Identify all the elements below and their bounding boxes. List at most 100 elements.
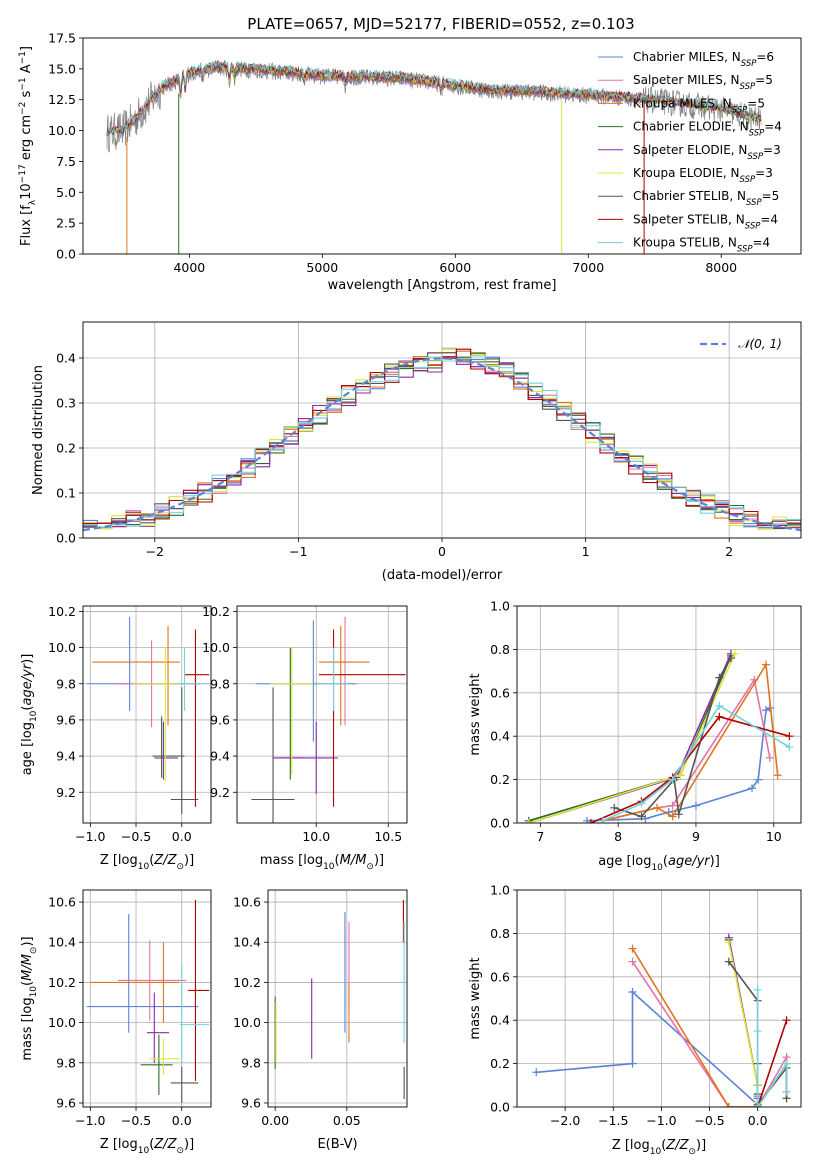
- x-axis-label: Z [log10(Z/Z⊙)]: [100, 1137, 194, 1156]
- age-vs-mass-panel: 10.0 10.5 9.2 9.4 9.6 9.8 10.0 10.2 mass [log10(…: [202, 604, 408, 872]
- label-part: −17: [18, 164, 28, 183]
- weight-marker: [532, 1068, 541, 1077]
- label-part: ⊙: [366, 862, 374, 872]
- label-part: −1: [18, 77, 28, 90]
- label-part: )]: [184, 853, 194, 868]
- x-tick-label: −0.5: [121, 829, 151, 844]
- axes-frame: [82, 37, 802, 255]
- weight-marker: [753, 985, 762, 994]
- y-tick-label: 0.3: [56, 396, 76, 411]
- histograms: [83, 347, 801, 532]
- x-tick-label: −1: [289, 544, 307, 559]
- label-part: M/M: [340, 853, 367, 868]
- legend-text: Kroupa STELIB, N: [633, 236, 737, 250]
- y-axis-label: Flux [fλ10−17 erg cm−2 s−1 A−1]: [18, 46, 38, 246]
- label-part: s: [19, 90, 34, 101]
- y-tick-label: 0.6: [490, 969, 510, 984]
- x-tick-label: −1.0: [646, 1113, 676, 1128]
- label-part: (: [661, 1138, 666, 1153]
- x-tick-label: 10: [766, 829, 782, 844]
- label-part: )]: [184, 1137, 194, 1152]
- legend: Chabrier MILES, NSSP=6 Salpeter MILES, N S…: [598, 50, 782, 255]
- weight-marker: [782, 1059, 791, 1068]
- weight-marker: [583, 816, 592, 823]
- legend-entry: Kroupa ELODIE, NSSP=3: [633, 166, 773, 185]
- y-tick-label: 9.6: [56, 712, 76, 727]
- weight-line: [756, 989, 788, 1107]
- y-tick-label: 15.0: [48, 61, 76, 76]
- error-bars: [86, 900, 210, 1103]
- x-tick-label: 5000: [306, 260, 338, 275]
- weight-marker: [715, 712, 724, 721]
- y-tick-label: 0.0: [490, 816, 510, 831]
- label-part: E(B-V): [317, 1137, 357, 1152]
- x-tick-label: 4000: [173, 260, 205, 275]
- weight-line: [528, 653, 736, 823]
- label-part: 10: [650, 1147, 662, 1157]
- x-tick-label: 9: [692, 829, 700, 844]
- weight-marker: [785, 732, 794, 741]
- x-tick-label: −2.0: [550, 1113, 580, 1128]
- weight-marker: [724, 1103, 733, 1107]
- y-tick-label: 10.4: [233, 935, 261, 950]
- y-tick-label: 10.2: [48, 604, 76, 619]
- y-tick-label: 0.4: [56, 351, 76, 366]
- y-axis-label: mass weight: [468, 673, 483, 755]
- label-part: 10: [29, 710, 39, 722]
- y-tick-label: 9.8: [210, 676, 230, 691]
- label-part: mass [log: [20, 997, 35, 1060]
- y-tick-label: 10.2: [202, 604, 230, 619]
- x-tick-label: 10.5: [374, 829, 402, 844]
- y-axis-label: mass weight: [468, 957, 483, 1039]
- y-axis-label: mass [log10(M/M⊙)]: [20, 936, 39, 1060]
- x-tick-label: −2: [146, 544, 164, 559]
- weight-marker: [674, 810, 683, 819]
- legend-entry: 𝒩(0, 1): [738, 337, 782, 351]
- residuals-panel: −2 −1 0 1 2 0.0 0.1 0.2 0.3 0.4 (data-model)/error…: [31, 321, 802, 583]
- error-bars: [274, 900, 405, 1099]
- y-tick-label: 9.6: [210, 712, 230, 727]
- weight-marker: [668, 801, 677, 810]
- legend-subscript: SSP: [732, 105, 748, 115]
- label-part: Z [log: [612, 1138, 650, 1153]
- weight-marker: [598, 816, 607, 823]
- weight-marker: [668, 812, 677, 821]
- axes-frame: [82, 321, 802, 539]
- legend-text: Salpeter ELODIE, N: [633, 143, 747, 157]
- label-part: ]: [19, 46, 34, 51]
- legend-entry: Chabrier ELODIE, NSSP=4: [633, 120, 782, 139]
- y-tick-label: 0.6: [490, 685, 510, 700]
- weight-marker: [653, 803, 662, 812]
- legend-text: Salpeter MILES, N: [633, 73, 740, 87]
- x-tick-label: 1: [582, 544, 590, 559]
- weight-marker: [715, 701, 724, 710]
- label-part: mass [log: [260, 853, 323, 868]
- axes-frame: [516, 889, 802, 1108]
- legend-entry: Chabrier MILES, NSSP=6: [633, 50, 774, 69]
- label-part: Z [log: [100, 853, 138, 868]
- label-part: )]: [696, 1138, 706, 1153]
- legend-text: Chabrier MILES, N: [633, 50, 741, 64]
- legend-value: =5: [755, 73, 773, 87]
- weight-marker: [676, 771, 685, 780]
- y-tick-label: 7.5: [56, 154, 76, 169]
- y-tick-label: 10.0: [48, 123, 76, 138]
- model-spectrum-line: [106, 59, 762, 135]
- y-tick-label: 9.8: [56, 676, 76, 691]
- weight-marker: [628, 944, 637, 953]
- x-tick-label: 0.0: [172, 829, 192, 844]
- y-tick-label: 0.0: [56, 531, 76, 546]
- x-tick-label: 0.0: [748, 1113, 768, 1128]
- y-tick-label: 10.0: [48, 640, 76, 655]
- y-tick-label: 0.0: [490, 1100, 510, 1115]
- weight-lines: [524, 649, 794, 823]
- mass-weight-vs-Z-panel: −2.0 −1.5 −1.0 −0.5 0.0 0.0 0.2 0.4 0.6 0.8 1.0 Z […: [468, 883, 802, 1157]
- x-tick-label: 7000: [572, 260, 604, 275]
- axes-frame: [236, 605, 408, 824]
- legend-entry: Kroupa MILES, NSSP=5: [633, 96, 765, 115]
- x-tick-label: −1.5: [598, 1113, 628, 1128]
- x-axis-label: wavelength [Angstrom, rest frame]: [328, 278, 557, 293]
- label-part: 10: [29, 986, 39, 998]
- spectrum-panel: 4000 5000 6000 7000 8000 0.0 2.5 5.0 7.5 10.0 12.5…: [18, 31, 802, 293]
- x-tick-label: 8: [614, 829, 622, 844]
